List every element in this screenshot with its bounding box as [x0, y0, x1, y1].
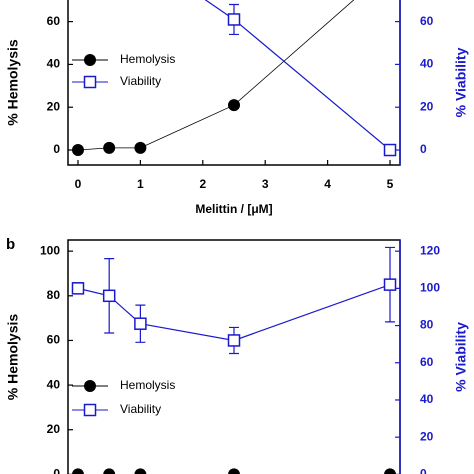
x-tick-label: 0 [75, 177, 82, 191]
legend-label: Viability [120, 402, 161, 416]
point [227, 13, 241, 26]
panel-label: b [6, 236, 15, 253]
point [71, 144, 84, 157]
y-axis-label: % Hemolysis [5, 39, 21, 126]
y-tick-label: 100 [40, 243, 60, 257]
y2-tick-label: 20 [420, 429, 434, 443]
x-tick-label: 2 [199, 177, 206, 191]
y2-tick-label: 0 [420, 467, 427, 474]
y2-tick-label: 40 [420, 57, 434, 71]
point [227, 334, 241, 347]
y-tick-label: 80 [47, 288, 61, 302]
y2-tick-label: 40 [420, 392, 434, 406]
y-tick-label: 0 [53, 142, 60, 156]
y2-tick-label: 80 [420, 318, 434, 332]
point [384, 468, 397, 474]
point [71, 282, 85, 295]
y2-axis-label: % Viability [453, 322, 469, 392]
point [134, 317, 147, 330]
point [134, 468, 147, 474]
legend-marker [83, 403, 97, 417]
point [103, 141, 116, 154]
legend-label: Viability [120, 74, 161, 88]
series-line [204, 0, 391, 151]
y-tick-label: 40 [47, 57, 61, 71]
x-tick-label: 5 [387, 177, 394, 191]
x-tick-label: 4 [324, 177, 331, 191]
y-tick-label: 20 [47, 422, 61, 436]
legend-label: Hemolysis [120, 52, 175, 66]
y-axis-label: % Hemolysis [5, 314, 21, 401]
legend-marker [84, 380, 96, 392]
y2-tick-label: 60 [420, 14, 434, 28]
point [103, 468, 116, 474]
y2-tick-label: 20 [420, 99, 434, 113]
legend-marker [83, 75, 97, 89]
point [383, 278, 397, 291]
point [102, 289, 116, 303]
legend-label: Hemolysis [120, 378, 175, 392]
x-axis-label: Melittin / [μM] [195, 202, 272, 216]
y-tick-label: 60 [47, 14, 61, 28]
y-tick-label: 20 [47, 99, 61, 113]
x-tick-label: 3 [262, 177, 269, 191]
plot-frame [67, 239, 401, 474]
point [228, 468, 240, 474]
y-tick-label: 0 [53, 467, 60, 474]
y-tick-label: 60 [47, 333, 61, 347]
point [383, 143, 397, 157]
y2-tick-label: 0 [420, 142, 427, 156]
y2-tick-label: 60 [420, 355, 434, 369]
y2-tick-label: 120 [420, 243, 440, 257]
point [228, 99, 240, 112]
legend-marker [84, 54, 96, 66]
y2-axis-label: % Viability [453, 47, 469, 117]
y2-tick-label: 100 [420, 281, 440, 295]
point [134, 141, 147, 154]
x-tick-label: 1 [137, 177, 144, 191]
y-tick-label: 40 [47, 377, 61, 391]
point [71, 468, 84, 474]
